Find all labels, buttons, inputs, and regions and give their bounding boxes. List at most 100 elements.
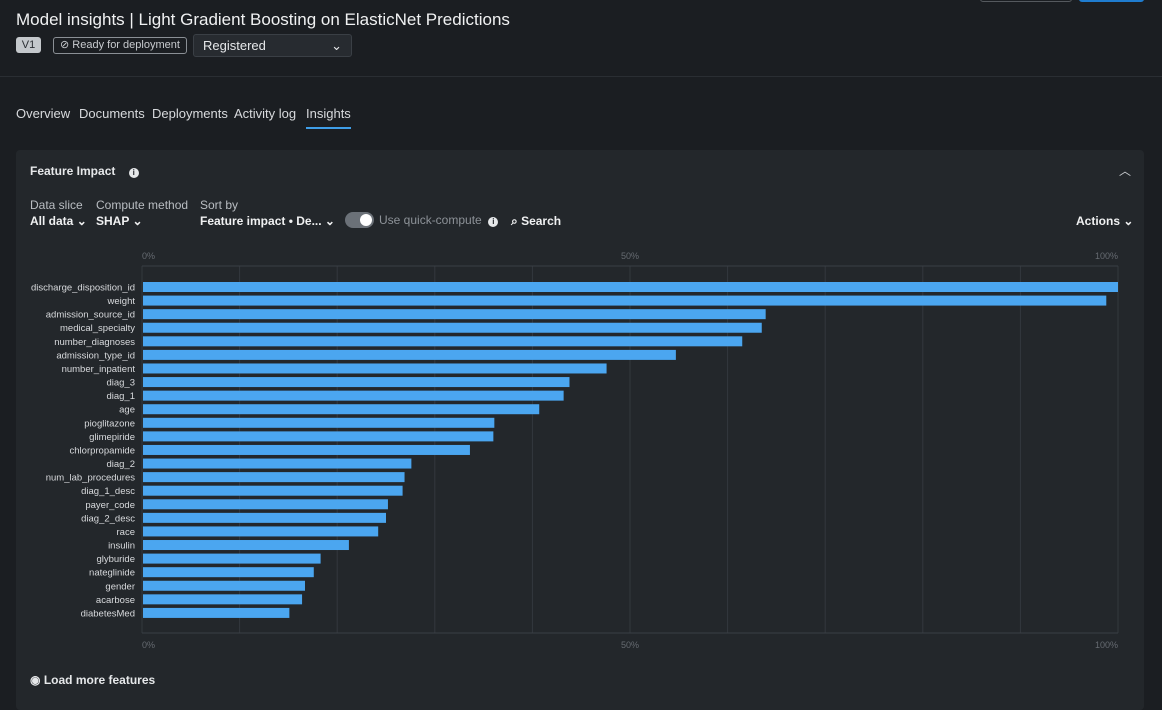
- feature-bar: [143, 377, 570, 388]
- chevron-down-icon: ⌄: [76, 214, 87, 228]
- feature-bar: [143, 580, 305, 591]
- feature-bar: [143, 607, 290, 618]
- eye-icon: ◉: [30, 673, 41, 687]
- feature-bar: [143, 526, 379, 537]
- feature-bar: [143, 404, 540, 415]
- registration-value: Registered: [203, 38, 266, 53]
- feature-label: admission_source_id: [46, 310, 135, 321]
- sort-by-value: Feature impact • De...: [200, 214, 322, 228]
- tick-label: 0%: [142, 640, 155, 650]
- deploy-status-text: Ready for deployment: [72, 39, 180, 51]
- info-icon[interactable]: i: [488, 217, 499, 227]
- tab-documents[interactable]: Documents: [79, 106, 145, 121]
- feature-label: number_diagnoses: [54, 337, 135, 348]
- info-icon[interactable]: i: [128, 168, 139, 178]
- feature-bar: [143, 309, 766, 320]
- deploy-status-badge: ⊘ Ready for deployment: [53, 37, 187, 54]
- feature-bar: [143, 553, 321, 564]
- data-slice-select[interactable]: All data ⌄: [30, 214, 87, 228]
- data-slice-label: Data slice: [30, 198, 83, 212]
- feature-bar: [143, 390, 564, 401]
- feature-label: weight: [107, 296, 136, 307]
- tick-label: 50%: [621, 251, 639, 261]
- feature-label: medical_specialty: [60, 323, 135, 334]
- tick-label: 0%: [142, 251, 155, 261]
- feature-label: diag_1: [106, 391, 135, 402]
- feature-label: acarbose: [96, 595, 135, 606]
- panel-title-text: Feature Impact: [30, 164, 116, 178]
- feature-label: diag_2: [106, 459, 135, 470]
- feature-bar: [143, 594, 303, 605]
- sort-by-select[interactable]: Feature impact • De... ⌄: [200, 214, 335, 228]
- tab-deployments[interactable]: Deployments: [152, 106, 228, 121]
- feature-bar: [143, 512, 386, 523]
- feature-bar: [143, 295, 1107, 306]
- feature-bar: [143, 349, 676, 360]
- feature-label: chlorpropamide: [70, 445, 135, 456]
- feature-label: diag_2_desc: [81, 513, 135, 524]
- feature-label: diag_1_desc: [81, 486, 135, 497]
- feature-label: admission_type_id: [56, 350, 135, 361]
- feature-label: num_lab_procedures: [46, 473, 136, 484]
- divider: [0, 76, 1162, 77]
- sort-by-label: Sort by: [200, 198, 239, 212]
- feature-bar: [143, 472, 405, 483]
- data-slice-value: All data: [30, 214, 74, 228]
- feature-bar: [143, 499, 388, 510]
- load-more-features-button[interactable]: ◉ Load more features: [30, 673, 155, 687]
- tab-insights[interactable]: Insights: [306, 106, 351, 129]
- registration-select[interactable]: Registered ⌄: [193, 34, 352, 57]
- compute-method-label: Compute method: [96, 198, 189, 212]
- quick-compute-toggle[interactable]: [345, 212, 374, 228]
- load-more-label: Load more features: [43, 673, 156, 687]
- feature-bar: [143, 485, 403, 496]
- top-secondary-button[interactable]: [980, 0, 1072, 2]
- feature-bar: [143, 322, 762, 333]
- feature-label: insulin: [108, 541, 135, 552]
- feature-label: glimepiride: [89, 432, 135, 443]
- compute-method-select[interactable]: SHAP ⌄: [96, 214, 143, 228]
- feature-bar: [143, 363, 607, 374]
- page-title: Model insights | Light Gradient Boosting…: [16, 10, 510, 29]
- search-label: Search: [521, 214, 562, 228]
- version-badge: V1: [16, 37, 41, 53]
- feature-bar: [143, 417, 495, 428]
- panel-title: Feature Impact i: [30, 164, 139, 178]
- feature-label: pioglitazone: [84, 418, 135, 429]
- feature-label: diag_3: [106, 378, 135, 389]
- quick-compute-text: Use quick-compute: [379, 213, 482, 227]
- feature-bar: [143, 567, 314, 578]
- feature-bar: [143, 282, 1118, 292]
- compute-method-value: SHAP: [96, 214, 130, 228]
- tick-label: 100%: [1095, 251, 1118, 261]
- quick-compute-label: Use quick-compute i: [379, 213, 499, 227]
- feature-bar: [143, 540, 349, 551]
- feature-label: discharge_disposition_id: [31, 283, 135, 294]
- feature-label: race: [117, 527, 135, 538]
- feature-bar: [143, 431, 494, 442]
- feature-label: age: [119, 405, 135, 416]
- feature-label: payer_code: [85, 500, 135, 511]
- actions-label: Actions: [1076, 214, 1121, 228]
- search-icon: ⌕: [511, 214, 518, 228]
- tab-activity-log[interactable]: Activity log: [234, 106, 297, 121]
- feature-label: diabetesMed: [81, 608, 135, 619]
- check-circle-icon: ⊘: [60, 39, 70, 51]
- chevron-down-icon: ⌄: [331, 38, 342, 53]
- actions-button[interactable]: Actions ⌄: [1076, 214, 1133, 228]
- top-primary-button[interactable]: [1079, 0, 1144, 2]
- feature-bar: [143, 458, 412, 469]
- chevron-down-icon: ⌄: [324, 214, 335, 228]
- tab-overview[interactable]: Overview: [16, 106, 71, 121]
- feature-bar: [143, 444, 470, 455]
- feature-label: nateglinide: [89, 568, 135, 579]
- chevron-up-icon[interactable]: ︿: [1119, 164, 1132, 178]
- feature-label: glyburide: [96, 554, 135, 565]
- feature-bar: [143, 336, 743, 347]
- feature-label: number_inpatient: [62, 364, 136, 375]
- chevron-down-icon: ⌄: [132, 214, 143, 228]
- tick-label: 100%: [1095, 640, 1118, 650]
- search-button[interactable]: ⌕ Search: [511, 214, 561, 229]
- chevron-down-icon: ⌄: [1123, 214, 1134, 228]
- tick-label: 50%: [621, 640, 639, 650]
